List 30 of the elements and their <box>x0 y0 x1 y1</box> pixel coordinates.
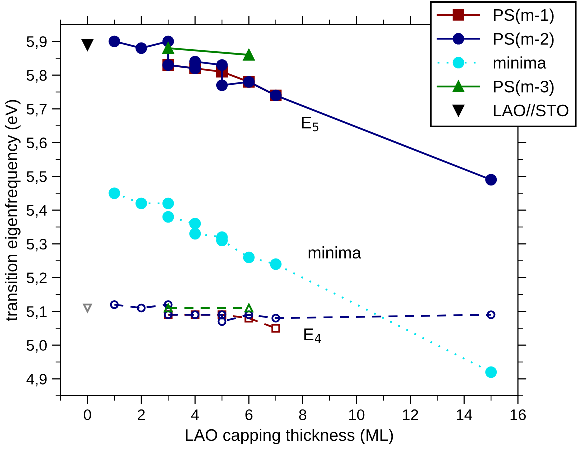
y-tick-label: 5,3 <box>26 238 47 252</box>
y-tick-label: 5,5 <box>26 172 47 184</box>
legend-label: PS(m-3) <box>494 80 554 96</box>
annotation: E$_{5}$ <box>302 117 319 132</box>
x-tick-label: 2 <box>138 410 145 420</box>
y-tick-label: 5,1 <box>26 306 47 320</box>
legend-label: minima <box>494 56 547 69</box>
y-tick-label: 4,9 <box>26 374 47 387</box>
x-tick-label: 12 <box>403 410 418 420</box>
annotation: E$_{4}$ <box>304 328 322 344</box>
x-tick-label: 10 <box>349 410 365 420</box>
y-tick-label: 5,2 <box>26 272 47 286</box>
y-axis-title: transition eigenfrequency (eV) <box>5 100 21 322</box>
x-tick-label: 16 <box>510 410 526 420</box>
legend-label: PS(m-1) <box>494 8 554 24</box>
x-axis-title: LAO capping thickness (ML) <box>186 428 394 445</box>
y-tick-label: 5,4 <box>26 205 48 218</box>
annotation: minima <box>308 246 362 259</box>
x-tick-label: 14 <box>457 410 472 420</box>
y-tick-label: 5,8 <box>26 70 47 83</box>
x-tick-label: 4 <box>191 410 200 420</box>
y-tick-label: 5,9 <box>26 36 47 50</box>
legend-label: LAO//STO <box>494 104 569 117</box>
y-tick-label: 5,0 <box>26 340 48 353</box>
y-tick-label: 5,6 <box>26 138 47 150</box>
legend-label: PS(m-2) <box>494 32 554 48</box>
x-tick-label: 8 <box>299 410 307 420</box>
y-tick-label: 5,7 <box>26 104 47 117</box>
x-tick-label: 0 <box>84 410 92 420</box>
x-tick-label: 6 <box>246 410 253 420</box>
